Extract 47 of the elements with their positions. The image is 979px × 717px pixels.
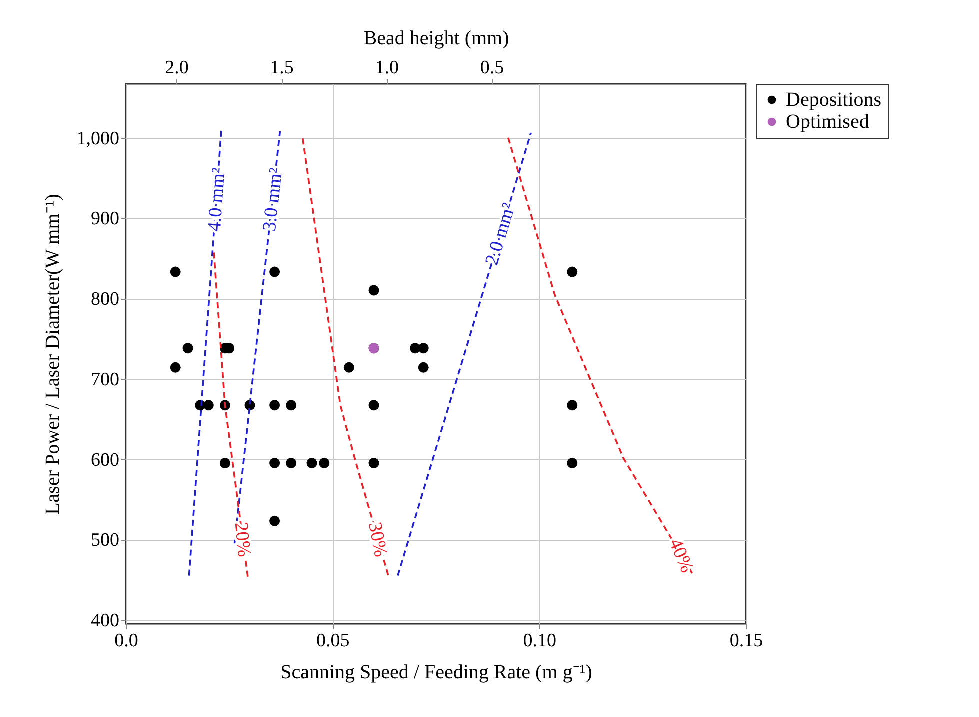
point <box>368 458 380 469</box>
legend-label: Depositions <box>786 89 882 111</box>
y-tick-label: 700 <box>91 369 120 390</box>
point <box>270 266 280 278</box>
y-axis-title: Laser Power / Laser Diameter(W mm⁻¹) <box>42 194 64 515</box>
point <box>270 458 280 469</box>
x2-axis-title: Bead height (mm) <box>364 28 510 50</box>
y-tick-label: 1,000 <box>76 128 120 150</box>
x2-tick-label: 1.0 <box>375 58 399 78</box>
point <box>220 458 230 469</box>
x-tick-label: 0.05 <box>316 630 350 652</box>
point <box>567 400 578 411</box>
x-tick-label: 0.10 <box>523 630 556 652</box>
point <box>368 400 380 411</box>
point <box>567 266 578 278</box>
point <box>170 266 181 278</box>
x2-tick-label: 0.5 <box>480 58 504 78</box>
x-tick-label: 0.0 <box>114 630 138 652</box>
x-tick-label: 0.15 <box>730 630 764 652</box>
y-tick-label: 400 <box>91 610 120 632</box>
point <box>170 362 181 373</box>
y-tick-label: 500 <box>91 530 120 552</box>
y-tick-label: 800 <box>91 289 120 310</box>
x2-tick-label: 2.0 <box>165 58 189 78</box>
point <box>270 400 280 411</box>
annotation: 40% <box>664 536 698 576</box>
point <box>182 343 194 354</box>
point <box>286 400 297 411</box>
point <box>418 362 429 373</box>
point <box>344 362 354 373</box>
x-axis-title: Scanning Speed / Feeding Rate (m g⁻¹) <box>280 662 592 684</box>
line-series <box>302 138 390 577</box>
annotation: 4.0 mm² <box>204 166 230 232</box>
y-tick-label: 900 <box>91 208 120 230</box>
point <box>319 458 330 469</box>
point <box>567 458 578 469</box>
y-tick-label: 600 <box>91 450 120 471</box>
annotation: 20% <box>230 521 255 558</box>
annotation: 30% <box>364 520 392 559</box>
legend-label: Optimised <box>786 111 870 133</box>
point <box>203 400 214 411</box>
point <box>368 285 380 296</box>
point <box>418 343 429 354</box>
point <box>306 458 318 469</box>
point <box>270 516 280 526</box>
x2-tick-label: 1.5 <box>270 58 294 78</box>
point <box>286 458 297 469</box>
